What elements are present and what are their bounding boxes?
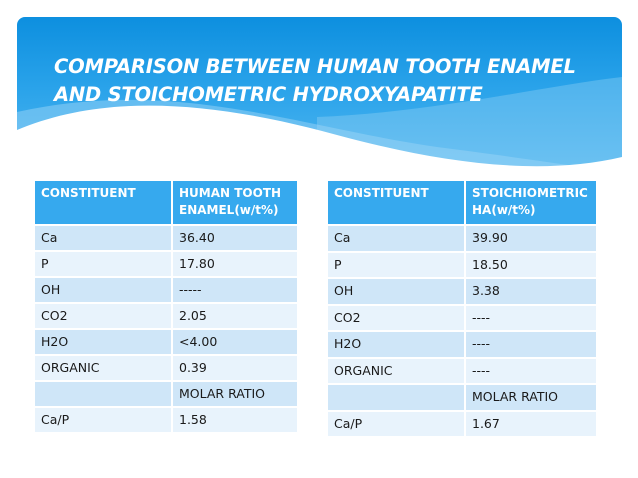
table-row: MOLAR RATIO: [328, 385, 596, 410]
header-value: HUMAN TOOTH ENAMEL(w/t%): [173, 181, 297, 224]
cell-constituent: H2O: [35, 330, 171, 354]
cell-value: ----: [466, 332, 596, 357]
stoichiometric-ha-table: CONSTITUENT STOICHIOMETRIC HA(w/t%) Ca 39…: [326, 179, 598, 438]
table-row: Ca/P 1.67: [328, 411, 596, 436]
title-banner: [17, 17, 622, 177]
table-row: H2O ----: [328, 332, 596, 357]
cell-value: 3.38: [466, 279, 596, 304]
human-enamel-table: CONSTITUENT HUMAN TOOTH ENAMEL(w/t%) Ca 3…: [33, 179, 299, 434]
cell-value: 36.40: [173, 226, 297, 250]
title-line-2: AND STOICHOMETRIC HYDROXYAPATITE: [54, 83, 483, 106]
cell-value: ----: [466, 358, 596, 383]
cell-value: MOLAR RATIO: [173, 382, 297, 406]
cell-constituent: P: [328, 252, 464, 277]
cell-constituent: CO2: [328, 305, 464, 330]
table-row: CO2 ----: [328, 305, 596, 330]
cell-constituent: [35, 382, 171, 406]
cell-value: <4.00: [173, 330, 297, 354]
table-header-row: CONSTITUENT HUMAN TOOTH ENAMEL(w/t%): [35, 181, 297, 224]
cell-constituent: Ca: [328, 226, 464, 251]
cell-value: MOLAR RATIO: [466, 385, 596, 410]
table-row: P 18.50: [328, 252, 596, 277]
cell-value: 1.58: [173, 408, 297, 432]
cell-value: 0.39: [173, 356, 297, 380]
header-constituent: CONSTITUENT: [35, 181, 171, 224]
cell-constituent: Ca/P: [328, 411, 464, 436]
cell-constituent: ORGANIC: [328, 358, 464, 383]
cell-value: 2.05: [173, 304, 297, 328]
slide-title: COMPARISON BETWEEN HUMAN TOOTH ENAMEL AN…: [54, 53, 576, 109]
cell-value: ----: [466, 305, 596, 330]
table-header-row: CONSTITUENT STOICHIOMETRIC HA(w/t%): [328, 181, 596, 224]
table-row: MOLAR RATIO: [35, 382, 297, 406]
cell-constituent: [328, 385, 464, 410]
table-row: P 17.80: [35, 252, 297, 276]
cell-constituent: OH: [328, 279, 464, 304]
table-row: CO2 2.05: [35, 304, 297, 328]
cell-value: 18.50: [466, 252, 596, 277]
table-row: ORGANIC ----: [328, 358, 596, 383]
cell-value: -----: [173, 278, 297, 302]
table-row: H2O <4.00: [35, 330, 297, 354]
wave-decoration: [17, 77, 622, 177]
cell-constituent: Ca: [35, 226, 171, 250]
table-row: Ca/P 1.58: [35, 408, 297, 432]
table-row: ORGANIC 0.39: [35, 356, 297, 380]
cell-value: 17.80: [173, 252, 297, 276]
header-value: STOICHIOMETRIC HA(w/t%): [466, 181, 596, 224]
cell-constituent: CO2: [35, 304, 171, 328]
cell-constituent: ORGANIC: [35, 356, 171, 380]
table-row: OH 3.38: [328, 279, 596, 304]
cell-constituent: H2O: [328, 332, 464, 357]
table-row: Ca 39.90: [328, 226, 596, 251]
cell-constituent: P: [35, 252, 171, 276]
cell-value: 39.90: [466, 226, 596, 251]
cell-value: 1.67: [466, 411, 596, 436]
title-line-1: COMPARISON BETWEEN HUMAN TOOTH ENAMEL: [54, 55, 576, 78]
cell-constituent: Ca/P: [35, 408, 171, 432]
header-constituent: CONSTITUENT: [328, 181, 464, 224]
table-row: Ca 36.40: [35, 226, 297, 250]
table-row: OH -----: [35, 278, 297, 302]
cell-constituent: OH: [35, 278, 171, 302]
